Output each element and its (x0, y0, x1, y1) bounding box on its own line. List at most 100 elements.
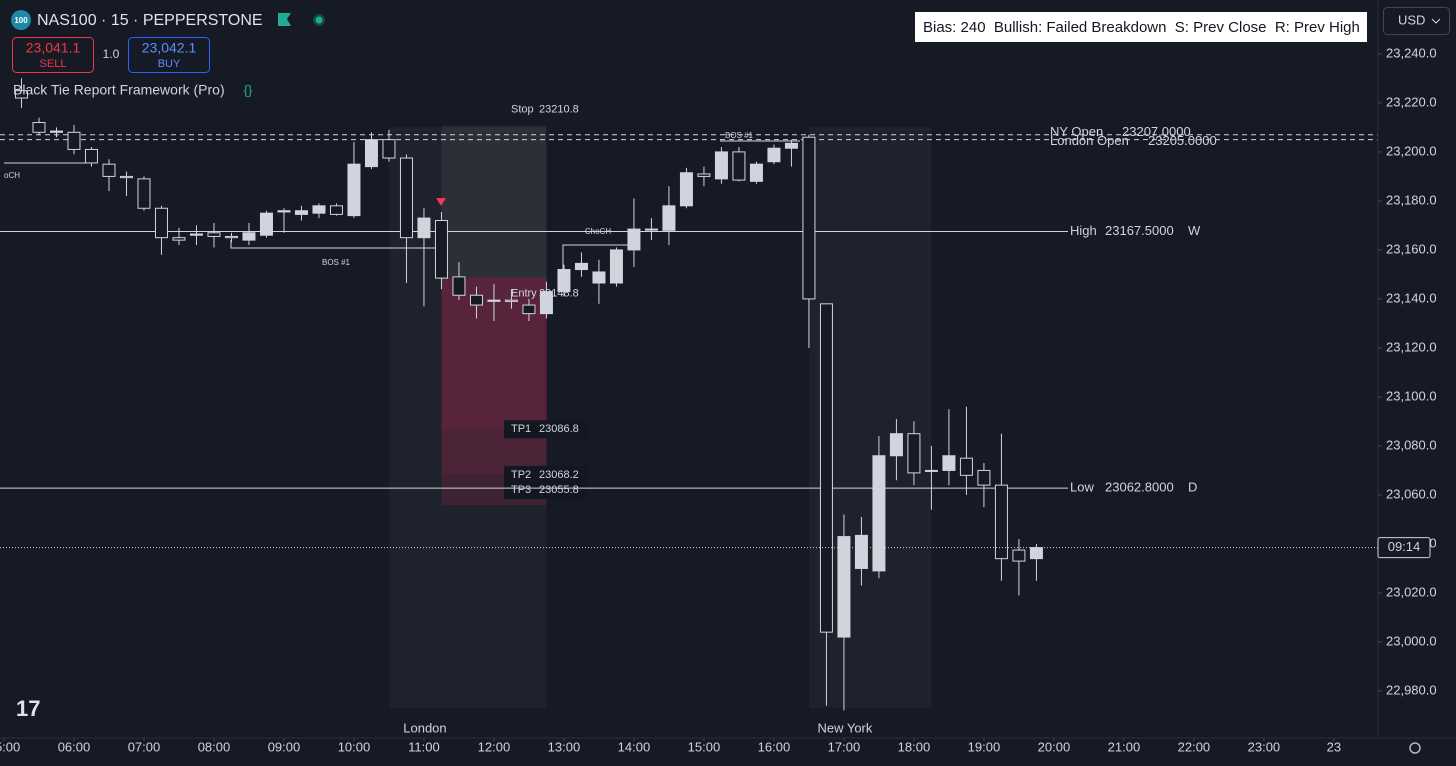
trade-level-name: Stop (511, 103, 534, 115)
candle-body (172, 237, 186, 241)
x-tick-label: 20:00 (1038, 739, 1071, 754)
trade-level-name: TP1 (511, 423, 531, 435)
trade-level-price: 23086.8 (539, 423, 579, 435)
x-tick-label: 11:00 (408, 739, 440, 754)
candle-body (452, 276, 466, 296)
x-tick-label: 22:00 (1178, 739, 1211, 754)
y-tick-label: 23,100.0 (1386, 388, 1437, 403)
key-level-price: 23207.0000 (1122, 124, 1191, 139)
candle-body (504, 299, 518, 302)
sell-label: SELL (40, 58, 67, 70)
candle-body (399, 157, 413, 239)
candle-body (364, 139, 378, 168)
candle-body (959, 457, 973, 476)
level-tag (504, 465, 588, 484)
candle-body (627, 228, 641, 251)
candle-body (417, 217, 431, 239)
countdown-tag (1377, 537, 1431, 559)
candle-body (662, 205, 676, 231)
y-tick-label: 23,240.0 (1386, 45, 1437, 60)
symbol-logo (11, 10, 31, 30)
x-tick-label: 18:00 (898, 739, 931, 754)
structure-label: BOS #1 (322, 258, 351, 267)
symbol-title[interactable]: NAS100 · 15 · PEPPERSTONE (37, 12, 263, 29)
countdown: 09:14 (1388, 539, 1421, 554)
sell-button[interactable] (12, 37, 94, 73)
buy-button[interactable] (128, 37, 210, 73)
candle-body (907, 433, 921, 474)
candle-body (189, 233, 203, 236)
candle-body (837, 536, 851, 638)
x-tick-label: 16:00 (758, 739, 791, 754)
candle-body (697, 173, 711, 177)
y-tick-label: 23,200.0 (1386, 143, 1437, 158)
trade-level-name: TP2 (511, 469, 531, 481)
y-tick-label: 23,120.0 (1386, 339, 1437, 354)
x-tick-label: 13:00 (548, 739, 581, 754)
y-tick-label: 23,160.0 (1386, 241, 1437, 256)
sell-price: 23,041.1 (26, 40, 81, 56)
currency: USD (1398, 12, 1425, 27)
candle-body (294, 210, 308, 215)
key-level-name: High (1070, 223, 1097, 238)
x-tick-label: 17:00 (828, 739, 861, 754)
structure-label: BOS #1 (725, 131, 754, 140)
flag-icon[interactable] (278, 13, 291, 26)
candle-body (522, 304, 536, 315)
candle-body (557, 269, 571, 293)
key-level-price: 23205.0000 (1148, 133, 1217, 148)
candle-body (434, 220, 448, 279)
x-tick-label: 10:00 (338, 739, 371, 754)
settings-icon[interactable] (1409, 742, 1421, 754)
candle-body (382, 139, 396, 159)
tv-logo[interactable]: 17 (16, 696, 40, 721)
candle-body (819, 303, 833, 633)
buy-label: BUY (158, 58, 181, 70)
candle-body (679, 172, 693, 207)
candle-body (224, 235, 238, 239)
candle-body (312, 205, 326, 214)
x-tick-label: 08:00 (198, 739, 231, 754)
y-tick-label: 22,980.0 (1386, 682, 1437, 697)
x-tick-label: 15:00 (688, 739, 721, 754)
x-tick-label: 05:00 (0, 739, 20, 754)
candle-body (767, 147, 781, 163)
quantity[interactable]: 1.0 (103, 47, 120, 61)
x-tick-label: 21:00 (1108, 739, 1141, 754)
candle-body (1012, 549, 1026, 562)
x-tick-label: 07:00 (128, 739, 161, 754)
x-tick-label: 12:00 (478, 739, 511, 754)
candle-body (889, 433, 903, 457)
candle-body (592, 271, 606, 284)
candle-body (277, 210, 291, 213)
stop-zone (441, 125, 547, 278)
y-tick-label: 23,000.0 (1386, 633, 1437, 648)
trade-level-price: 23055.8 (539, 484, 579, 496)
candle-body (67, 131, 81, 150)
candle-body (1029, 547, 1043, 560)
candle-body (714, 151, 728, 180)
y-tick-label: 23,020.0 (1386, 584, 1437, 599)
bias-text: Bias: 240 Bullish: Failed Breakdown S: P… (923, 19, 1360, 36)
candle-body (259, 212, 273, 236)
candle-body (749, 163, 763, 182)
candle-body (539, 291, 553, 315)
currency-button[interactable] (1383, 7, 1450, 35)
structure-line (4, 140, 800, 270)
candle-body (137, 178, 151, 209)
candle-body (32, 122, 46, 133)
candle-body (784, 142, 798, 149)
indicator-name[interactable]: Black Tie Report Framework (Pro) (13, 82, 225, 98)
candle-body (329, 205, 343, 215)
candle-body (644, 228, 658, 231)
indicator-settings-icon[interactable]: {} (244, 82, 253, 97)
candle-body (609, 249, 623, 284)
candle-body (487, 299, 501, 302)
y-tick-label: 23,080.0 (1386, 437, 1437, 452)
y-tick-label: 23,220.0 (1386, 94, 1437, 109)
y-tick-label: 23,060.0 (1386, 486, 1437, 501)
candle-body (994, 484, 1008, 560)
